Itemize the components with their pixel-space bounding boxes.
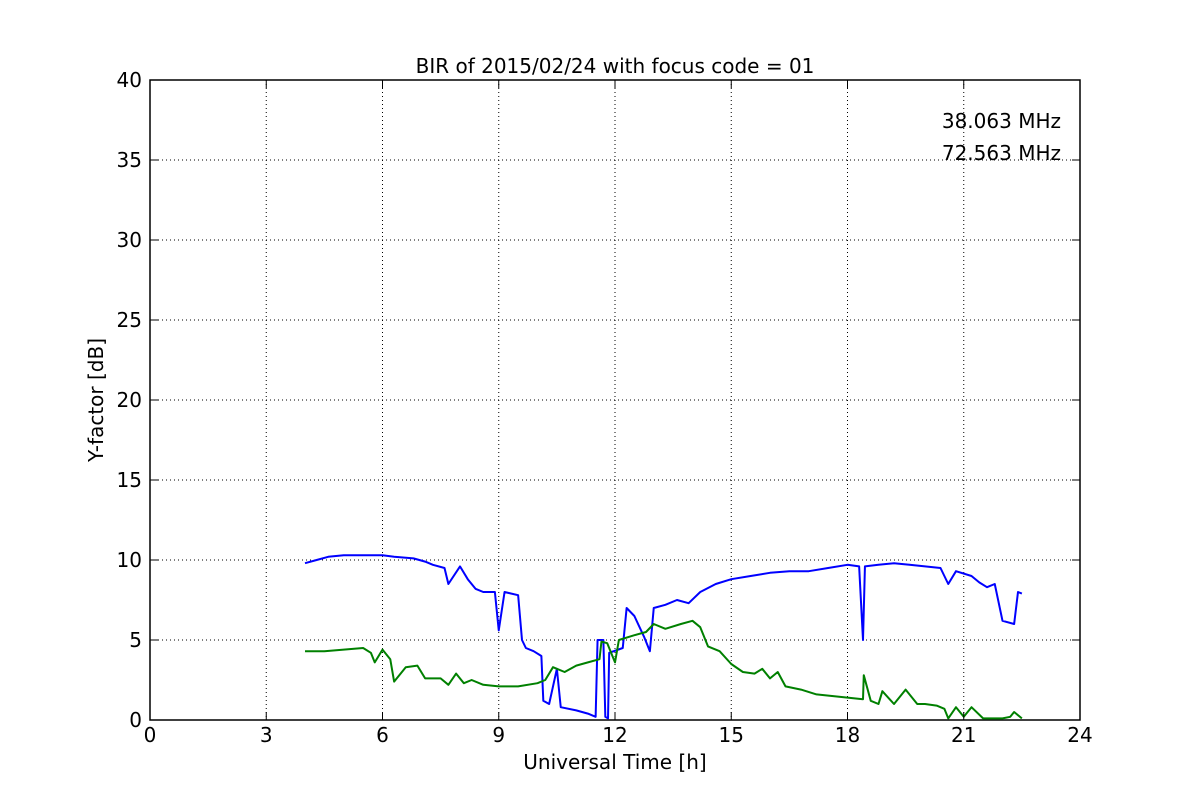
y-tick-label: 0 xyxy=(129,708,142,732)
x-tick-label: 21 xyxy=(951,723,976,747)
x-tick-label: 9 xyxy=(492,723,505,747)
chart-title: BIR of 2015/02/24 with focus code = 01 xyxy=(416,54,815,78)
y-tick-label: 30 xyxy=(117,228,142,252)
y-tick-label: 10 xyxy=(117,548,142,572)
x-tick-label: 24 xyxy=(1067,723,1092,747)
y-tick-label: 15 xyxy=(117,468,142,492)
series-line-38-063-mhz xyxy=(304,554,1023,720)
legend-label-72-563-mhz: 72.563 MHz xyxy=(942,141,1061,165)
y-tick-label: 20 xyxy=(117,388,142,412)
x-tick-label: 12 xyxy=(602,723,627,747)
x-tick-label: 15 xyxy=(719,723,744,747)
y-axis-label: Y-factor [dB] xyxy=(84,338,108,463)
series-layer xyxy=(304,554,1023,720)
y-tick-label: 5 xyxy=(129,628,142,652)
series-line-72-563-mhz xyxy=(305,619,1023,720)
grid-layer xyxy=(150,80,1080,720)
x-tick-label: 6 xyxy=(376,723,389,747)
y-tick-label: 25 xyxy=(117,308,142,332)
x-tick-label: 0 xyxy=(144,723,157,747)
tick-layer: 0 3 6 9 12 15 18 21 24 0 5 10 15 20 25 30 35 40 xyxy=(117,68,1093,747)
x-tick-label: 18 xyxy=(835,723,860,747)
legend-label-38-063-mhz: 38.063 MHz xyxy=(942,109,1061,133)
y-tick-label: 40 xyxy=(117,68,142,92)
y-tick-label: 35 xyxy=(117,148,142,172)
x-axis-label: Universal Time [h] xyxy=(523,750,706,774)
x-tick-label: 3 xyxy=(260,723,273,747)
